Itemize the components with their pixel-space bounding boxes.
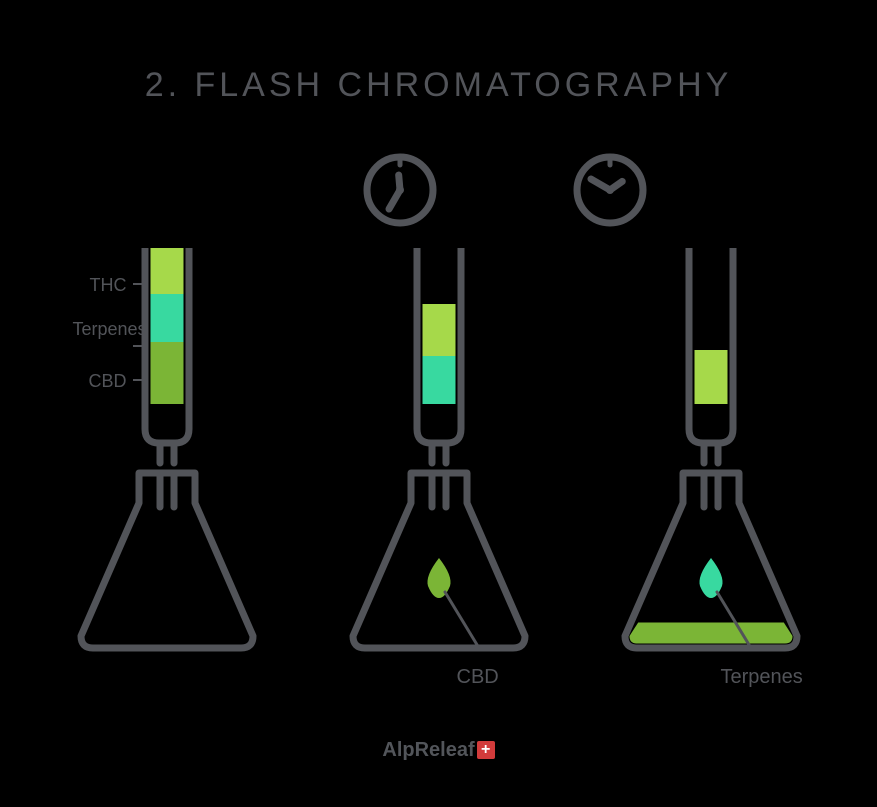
column-label: Terpenes (57, 320, 147, 356)
apparatus-row: THCTerpenesCBD CBD Terpenes (0, 248, 877, 668)
flask-label: CBD (457, 666, 499, 689)
drop-icon (699, 558, 722, 598)
diagram-title: 2. FLASH CHROMATOGRAPHY (0, 66, 877, 105)
flask-label: Terpenes (721, 666, 803, 689)
column-band (422, 304, 455, 356)
column-band (694, 350, 727, 404)
apparatus-2: CBD (339, 248, 539, 668)
drop-icon (427, 558, 450, 598)
column-band (150, 248, 183, 294)
flask-fill (629, 623, 792, 644)
column-band (150, 294, 183, 342)
column-label: CBD (88, 372, 146, 390)
callout-line (445, 592, 479, 648)
clock-icon (367, 157, 433, 223)
apparatus-3: Terpenes (611, 248, 811, 668)
brand-logo: AlpReleaf+ (0, 739, 877, 762)
apparatus-1: THCTerpenesCBD (67, 248, 267, 668)
column-band (150, 342, 183, 404)
column-label: THC (90, 276, 147, 294)
brand-text: AlpReleaf (382, 739, 474, 761)
plus-badge-icon: + (477, 741, 495, 759)
column-band (422, 356, 455, 404)
clock-icon (577, 157, 643, 223)
clocks-row (0, 140, 877, 240)
